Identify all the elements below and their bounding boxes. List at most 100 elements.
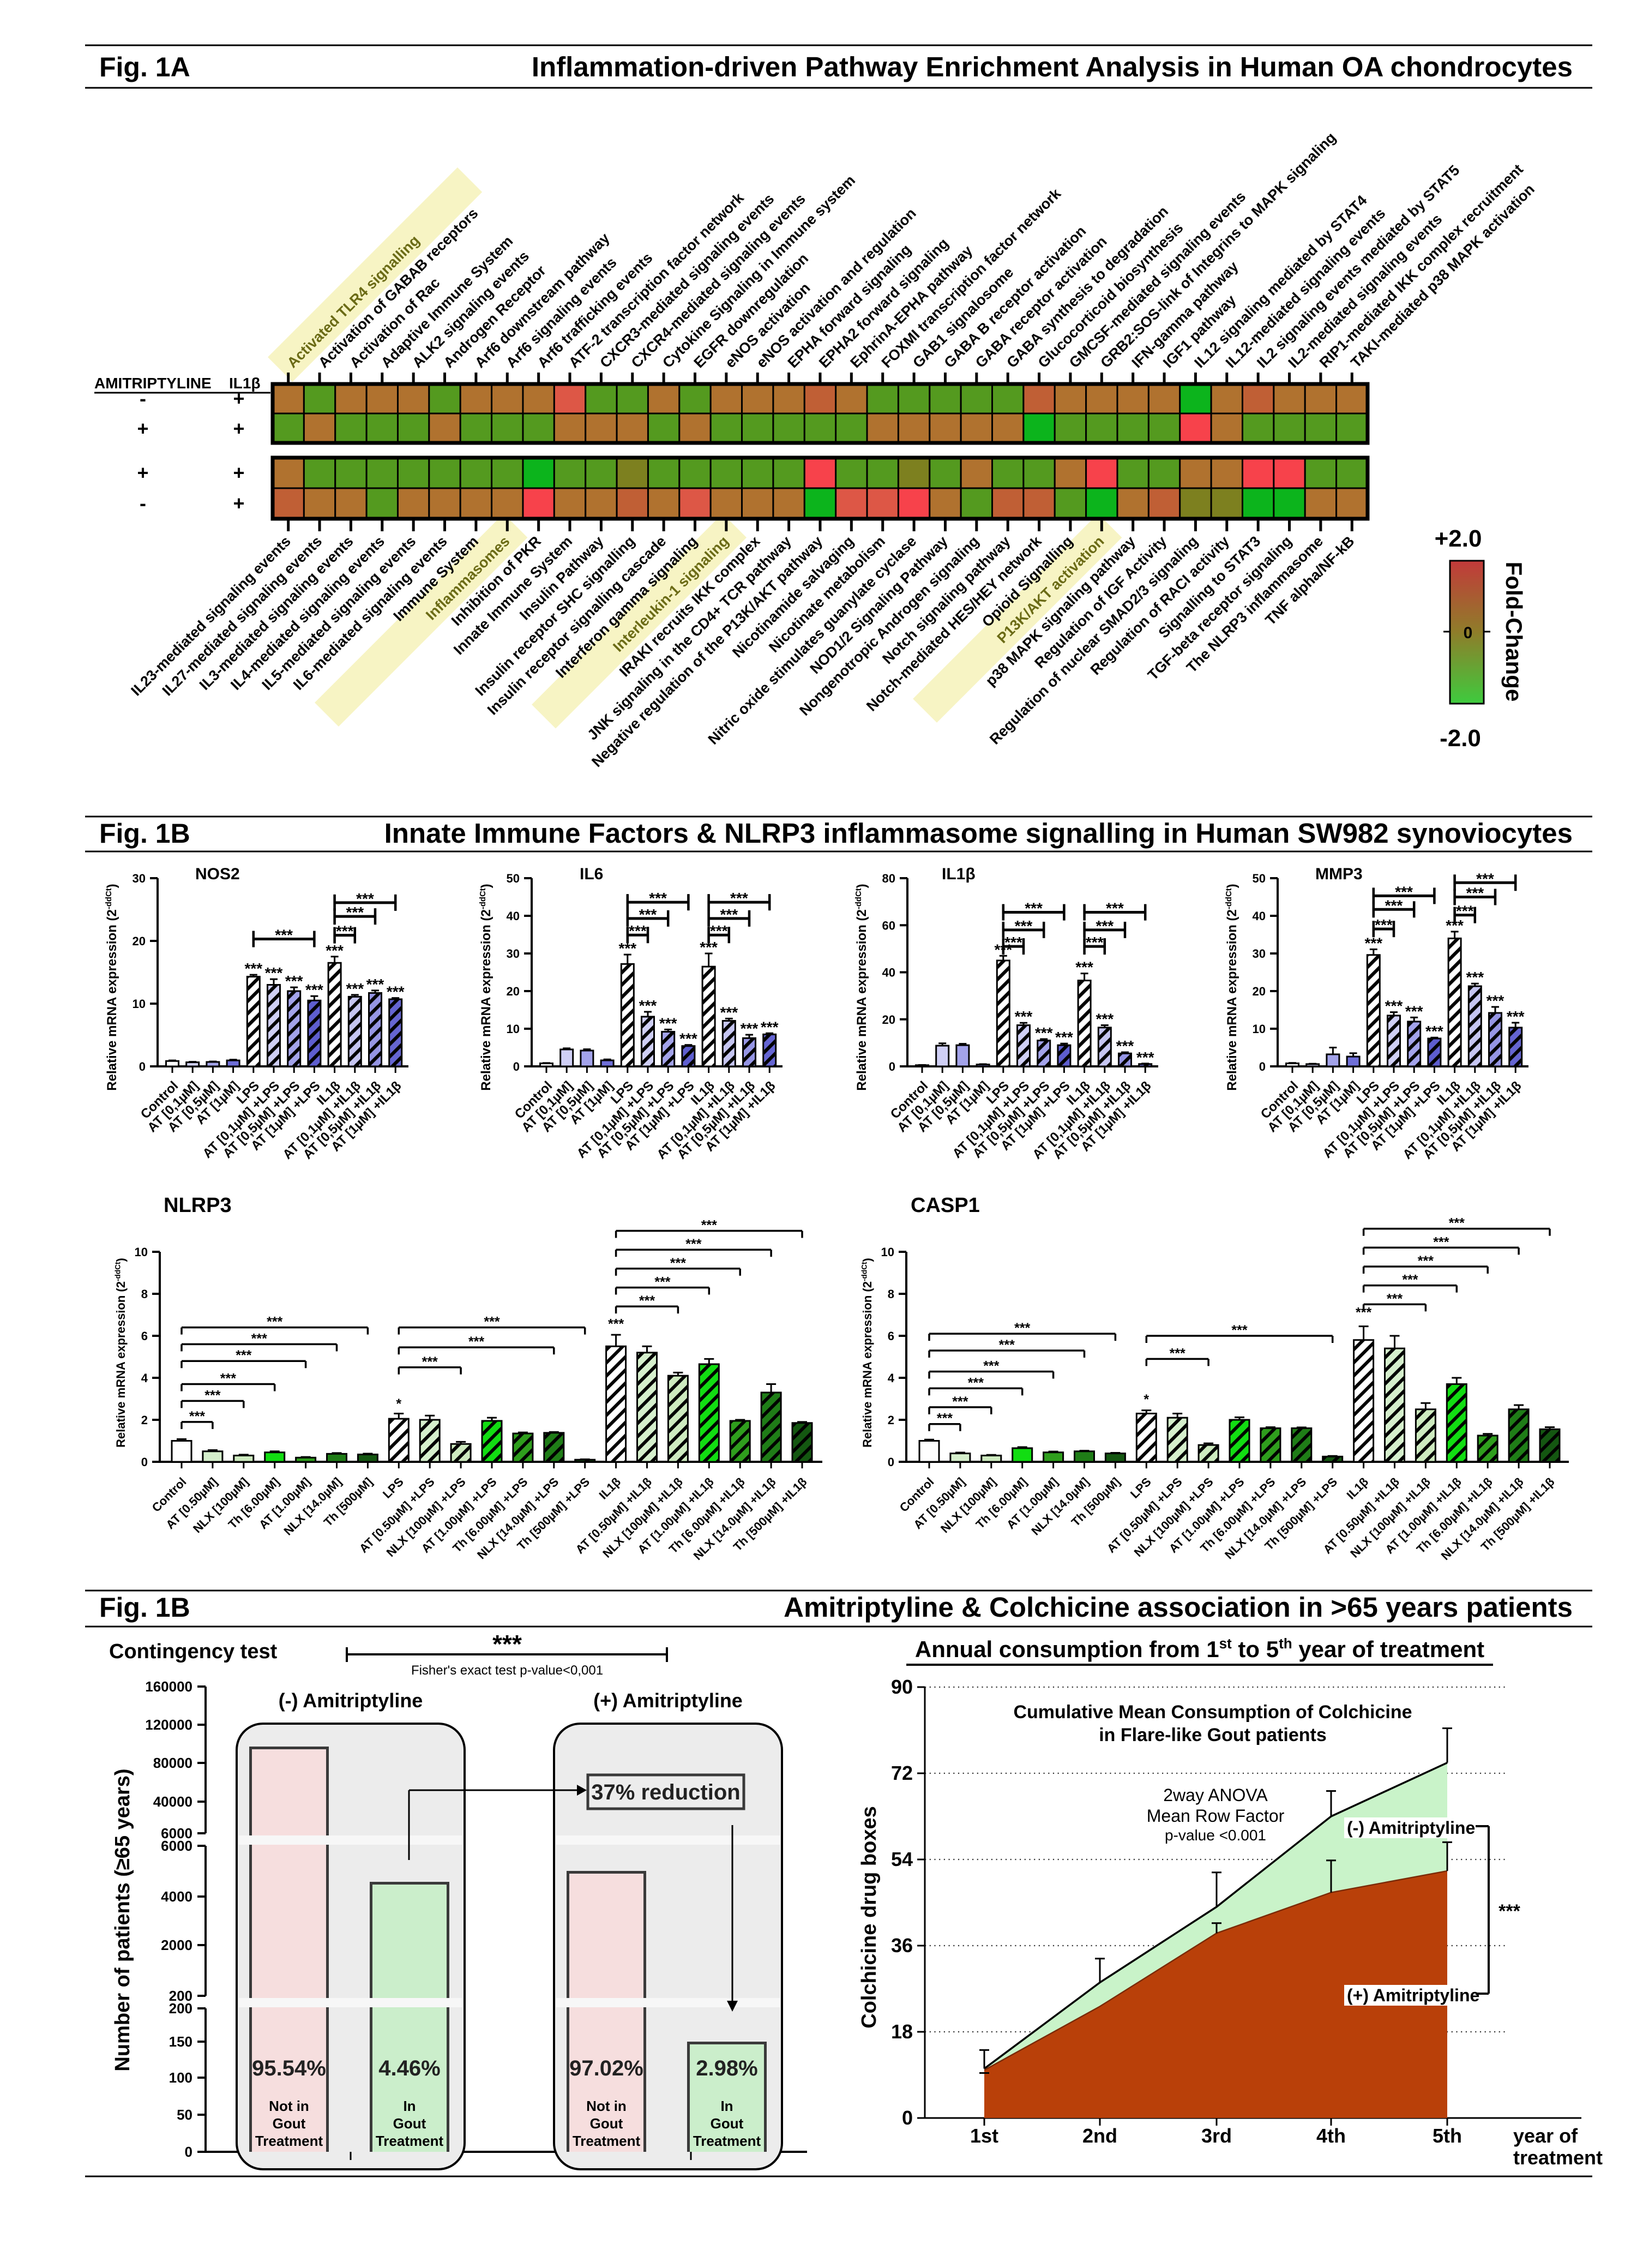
- svg-text:***: ***: [710, 922, 728, 939]
- svg-text:2000: 2000: [161, 1937, 192, 1953]
- svg-text:***: ***: [1015, 917, 1033, 934]
- svg-text:***: ***: [484, 1315, 499, 1330]
- svg-text:Relative mRNA expression (2-dd: Relative mRNA expression (2-ddCt): [854, 884, 869, 1090]
- svg-text:***: ***: [670, 1256, 686, 1271]
- svg-text:(-) Amitriptyline: (-) Amitriptyline: [1347, 1818, 1475, 1838]
- svg-text:***: ***: [1004, 934, 1022, 951]
- svg-text:20: 20: [1253, 985, 1266, 998]
- svg-text:(-) Amitriptyline: (-) Amitriptyline: [279, 1689, 423, 1712]
- svg-text:***: ***: [492, 1630, 522, 1658]
- svg-text:40: 40: [507, 909, 520, 923]
- svg-text:+: +: [233, 492, 244, 514]
- svg-text:IL1β: IL1β: [596, 1475, 623, 1502]
- svg-text:***: ***: [1425, 1023, 1443, 1040]
- svg-text:Colchicine drug boxes: Colchicine drug boxes: [858, 1806, 881, 2029]
- svg-text:8: 8: [888, 1287, 894, 1301]
- svg-text:***: ***: [1014, 1321, 1030, 1336]
- svg-text:40000: 40000: [153, 1793, 192, 1810]
- svg-text:Relative mRNA expression (2-dd: Relative mRNA expression (2-ddCt): [479, 884, 494, 1090]
- svg-text:***: ***: [189, 1409, 205, 1424]
- svg-text:***: ***: [761, 1018, 779, 1035]
- svg-text:30: 30: [507, 947, 520, 961]
- svg-text:***: ***: [1116, 1037, 1134, 1054]
- svg-text:200: 200: [169, 2000, 192, 2017]
- svg-text:200: 200: [169, 1988, 192, 2004]
- svg-text:***: ***: [741, 1020, 759, 1037]
- svg-text:NLRP3: NLRP3: [164, 1194, 232, 1217]
- svg-text:Treatment: Treatment: [573, 2133, 641, 2149]
- svg-text:***: ***: [1075, 959, 1093, 976]
- svg-text:***: ***: [1035, 1024, 1053, 1041]
- svg-text:+2.0: +2.0: [1435, 525, 1482, 552]
- svg-text:2: 2: [888, 1413, 894, 1427]
- svg-text:80000: 80000: [153, 1755, 192, 1771]
- svg-text:Treatment: Treatment: [255, 2133, 323, 2149]
- svg-text:120000: 120000: [145, 1717, 192, 1733]
- svg-text:Contingency test: Contingency test: [109, 1640, 278, 1663]
- svg-text:2: 2: [141, 1413, 148, 1427]
- svg-text:***: ***: [679, 1030, 697, 1047]
- svg-text:LPS: LPS: [1128, 1475, 1154, 1501]
- svg-text:0: 0: [889, 1060, 895, 1073]
- svg-text:160000: 160000: [145, 1678, 192, 1695]
- svg-text:8: 8: [141, 1287, 148, 1301]
- svg-text:6: 6: [141, 1329, 148, 1343]
- svg-text:***: ***: [608, 1317, 624, 1332]
- svg-text:Relative mRNA expression (2-dd: Relative mRNA expression (2-ddCt): [114, 1258, 128, 1448]
- svg-text:***: ***: [1387, 1291, 1403, 1306]
- svg-text:***: ***: [1086, 934, 1104, 951]
- svg-text:***: ***: [720, 906, 738, 923]
- svg-text:+: +: [233, 461, 244, 484]
- svg-text:***: ***: [654, 1274, 670, 1289]
- svg-text:IL1β: IL1β: [942, 865, 976, 883]
- svg-text:***: ***: [1375, 916, 1393, 933]
- svg-text:Relative mRNA expression (2-dd: Relative mRNA expression (2-ddCt): [860, 1258, 874, 1448]
- svg-text:Relative mRNA expression (2-dd: Relative mRNA expression (2-ddCt): [105, 884, 119, 1090]
- svg-text:Relative mRNA expression (2-dd: Relative mRNA expression (2-ddCt): [1225, 884, 1239, 1090]
- svg-text:36: 36: [891, 1934, 913, 1957]
- svg-text:Fold-Change: Fold-Change: [1501, 562, 1527, 702]
- svg-text:***: ***: [275, 927, 293, 944]
- svg-text:***: ***: [366, 976, 384, 993]
- svg-text:***: ***: [387, 983, 405, 1000]
- svg-text:2.98%: 2.98%: [696, 2056, 757, 2080]
- svg-text:***: ***: [1136, 1049, 1154, 1066]
- svg-text:IL1β: IL1β: [229, 375, 261, 392]
- svg-text:***: ***: [346, 980, 364, 997]
- svg-text:10: 10: [1253, 1022, 1266, 1036]
- svg-text:***: ***: [1433, 1234, 1449, 1250]
- svg-text:***: ***: [1015, 1008, 1033, 1025]
- svg-text:p-value <0.001: p-value <0.001: [1165, 1827, 1266, 1844]
- svg-text:5th: 5th: [1433, 2125, 1462, 2147]
- svg-text:0: 0: [1259, 1060, 1266, 1073]
- svg-text:LPS: LPS: [380, 1475, 406, 1501]
- svg-text:80: 80: [882, 872, 895, 885]
- svg-text:***: ***: [968, 1375, 984, 1390]
- svg-text:Gout: Gout: [711, 2115, 744, 2132]
- svg-text:***: ***: [468, 1334, 484, 1349]
- svg-text:in Flare-like Gout patients: in Flare-like Gout patients: [1099, 1725, 1327, 1745]
- svg-text:40: 40: [1253, 909, 1266, 923]
- svg-text:Amitriptyline & Colchicine ass: Amitriptyline & Colchicine association i…: [784, 1592, 1573, 1623]
- svg-text:2way ANOVA: 2way ANOVA: [1163, 1785, 1268, 1805]
- svg-text:6000: 6000: [161, 1838, 192, 1854]
- svg-text:***: ***: [336, 923, 354, 940]
- svg-text:Fig. 1A: Fig. 1A: [99, 52, 190, 82]
- svg-text:Treatment: Treatment: [693, 2133, 761, 2149]
- svg-text:***: ***: [422, 1354, 438, 1370]
- svg-text:72: 72: [891, 1762, 913, 1784]
- svg-text:4.46%: 4.46%: [378, 2056, 440, 2080]
- svg-text:*: *: [1144, 1392, 1149, 1407]
- svg-text:treatment: treatment: [1513, 2146, 1603, 2169]
- svg-text:MMP3: MMP3: [1315, 865, 1363, 883]
- svg-text:2nd: 2nd: [1082, 2125, 1117, 2147]
- svg-text:Not in: Not in: [269, 2098, 309, 2114]
- svg-text:NOS2: NOS2: [195, 865, 240, 883]
- svg-text:***: ***: [999, 1337, 1015, 1353]
- svg-text:37% reduction: 37% reduction: [591, 1780, 740, 1804]
- svg-text:***: ***: [730, 890, 748, 907]
- svg-text:***: ***: [659, 1015, 677, 1031]
- svg-text:Inflammation-driven Pathway En: Inflammation-driven Pathway Enrichment A…: [532, 51, 1573, 82]
- svg-text:***: ***: [639, 997, 657, 1014]
- svg-text:50: 50: [177, 2107, 192, 2123]
